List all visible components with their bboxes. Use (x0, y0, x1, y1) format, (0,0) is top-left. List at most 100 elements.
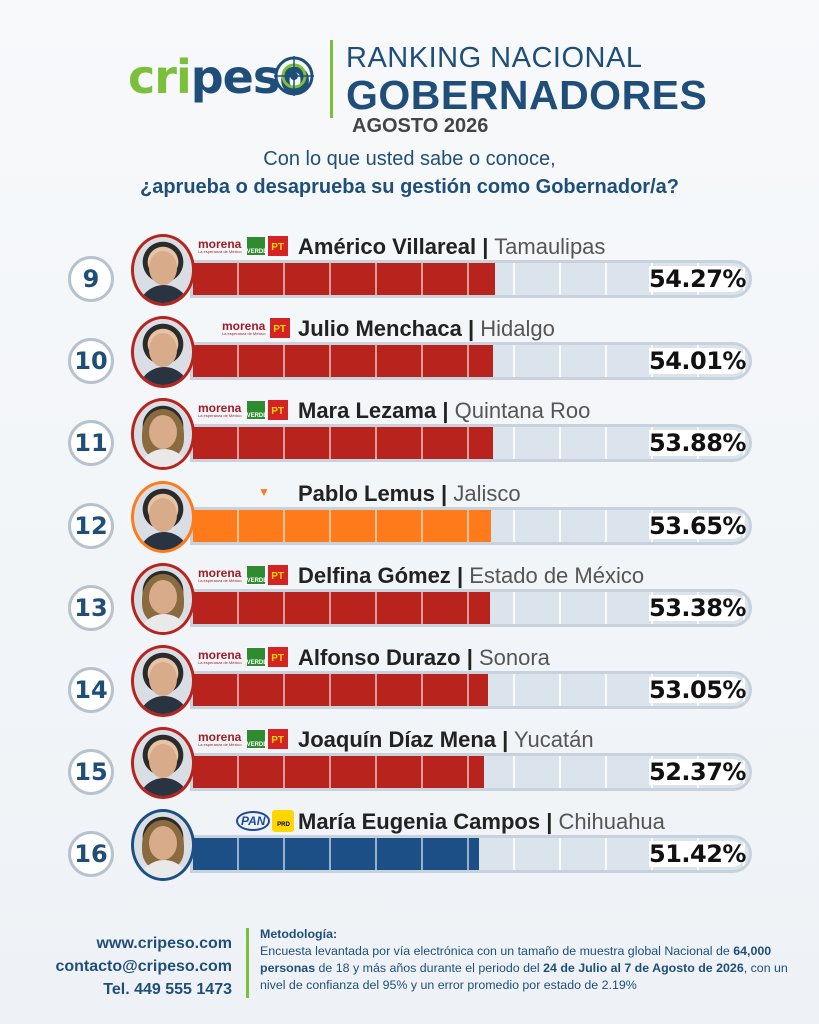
title-line2: GOBERNADORES (346, 72, 708, 118)
approval-bar (193, 838, 479, 871)
party-logos: ▼MOVIMIENTO CIUDADANO (258, 483, 270, 503)
governor-name: Delfina Gómez (298, 562, 451, 588)
pt-logo: PT (267, 400, 288, 421)
period-label: AGOSTO 2026 (352, 115, 489, 137)
ranking-row: 15 morena La esperanza de México VERDE PT Joa… (0, 727, 819, 809)
verde-logo: VERDE (245, 564, 267, 585)
ranking-row: 9 morena La esperanza de México VERDE PT Amér… (0, 234, 819, 316)
phone-text: Tel. 449 555 1473 (103, 981, 232, 998)
state-name: Yucatán (514, 727, 594, 753)
bar-track: 53.65% (190, 506, 752, 545)
governor-name: María Eugenia Campos (298, 809, 541, 835)
pt-logo: PT (267, 647, 288, 667)
verde-logo: VERDE (245, 647, 267, 667)
methodology-text: Encuesta levantada por vía electrónica c… (260, 944, 788, 992)
rank-badge: 16 (68, 831, 114, 878)
title-line1: RANKING NACIONAL (346, 42, 643, 74)
approval-bar (193, 756, 485, 789)
prd-logo: PRD (272, 810, 295, 833)
rank-badge: 12 (68, 502, 114, 549)
approval-value: 54.01% (649, 347, 746, 376)
verde-logo: VERDE (245, 400, 267, 421)
governor-photo (131, 562, 195, 635)
bar-track: 53.88% (190, 424, 752, 463)
verde-logo: VERDE (245, 236, 267, 256)
verde-logo: VERDE (245, 729, 267, 750)
footer-divider (246, 928, 249, 998)
approval-value: 52.37% (649, 758, 746, 787)
pt-logo: PT (269, 318, 290, 339)
ranking-row: 14 morena La esperanza de México VERDE PT Alf… (0, 645, 819, 727)
governor-label: Alfonso Durazo | Sonora (298, 645, 550, 670)
state-name: Hidalgo (480, 316, 555, 342)
party-logos: morena La esperanza de México VERDE PT (198, 647, 288, 667)
governor-photo (131, 316, 195, 389)
bar-track: 51.42% (190, 835, 752, 874)
approval-bar (193, 509, 492, 542)
approval-value: 53.65% (649, 511, 746, 540)
party-logos: PAN PRD (236, 810, 295, 833)
state-name: Sonora (478, 645, 550, 670)
ranking-row: 12 ▼MOVIMIENTO CIUDADANO Pablo Lemus | Jal… (0, 480, 819, 563)
pt-logo: PT (267, 236, 288, 256)
governor-photo (131, 727, 195, 800)
pan-logo: PAN (236, 811, 271, 832)
state-name: Quintana Roo (454, 398, 591, 424)
governor-label: Julio Menchaca | Hidalgo (298, 316, 555, 342)
governor-name: Américo Villareal (298, 234, 477, 259)
email-link[interactable]: contacto@cripeso.com (55, 958, 232, 975)
governor-label: Joaquín Díaz Mena | Yucatán (298, 727, 594, 753)
governor-photo (131, 809, 195, 882)
governor-name: Joaquín Díaz Mena (298, 727, 497, 753)
approval-bar (193, 591, 490, 624)
state-name: Jalisco (453, 480, 521, 506)
approval-value: 53.88% (649, 429, 746, 458)
mc-logo: ▼MOVIMIENTO CIUDADANO (258, 485, 270, 499)
party-logos: morena La esperanza de México VERDE PT (198, 400, 288, 421)
rank-badge: 13 (68, 584, 114, 631)
approval-bar (193, 263, 495, 295)
governor-name: Julio Menchaca (298, 316, 462, 342)
morena-logo: morena La esperanza de México (198, 565, 242, 583)
ranking-row: 10 morena La esperanza de México PT Julio Me… (0, 316, 819, 398)
methodology-title: Metodología: (260, 927, 338, 941)
governor-label: María Eugenia Campos | Chihuahua (298, 809, 665, 835)
bar-track: 53.38% (190, 588, 752, 627)
governor-photo (131, 645, 195, 717)
party-logos: morena La esperanza de México PT (222, 318, 290, 339)
approval-value: 54.27% (649, 265, 746, 293)
morena-logo: morena La esperanza de México (198, 648, 242, 665)
morena-logo: morena La esperanza de México (198, 730, 242, 748)
bar-track: 52.37% (190, 753, 752, 792)
approval-bar (193, 427, 493, 460)
state-name: Estado de México (469, 562, 645, 588)
bar-track: 53.05% (190, 671, 752, 709)
header-divider (330, 40, 333, 118)
governor-label: Mara Lezama | Quintana Roo (298, 398, 591, 424)
party-logos: morena La esperanza de México VERDE PT (198, 236, 288, 256)
rank-badge: 14 (68, 667, 114, 713)
rank-badge: 11 (68, 420, 114, 467)
state-name: Chihuahua (558, 809, 665, 835)
approval-bar (193, 345, 494, 378)
approval-bar (193, 674, 488, 706)
governor-name: Pablo Lemus (298, 480, 435, 506)
rank-badge: 9 (68, 256, 114, 302)
bar-track: 54.27% (190, 260, 752, 298)
governor-photo (131, 480, 195, 553)
governor-label: Américo Villareal | Tamaulipas (298, 234, 606, 259)
governor-photo (131, 398, 195, 471)
ranking-row: 16 PAN PRD María Eugenia Campos | Chihuahua… (0, 809, 819, 891)
rank-badge: 10 (68, 338, 114, 385)
target-icon (274, 56, 314, 96)
methodology: Metodología: Encuesta levantada por vía … (260, 926, 790, 994)
governor-name: Mara Lezama (298, 398, 437, 424)
morena-logo: morena La esperanza de México (222, 319, 266, 337)
approval-value: 53.38% (649, 593, 746, 622)
governor-label: Pablo Lemus | Jalisco (298, 480, 521, 506)
morena-logo: morena La esperanza de México (198, 237, 242, 254)
ranking-row: 11 morena La esperanza de México VERDE PT Mar… (0, 398, 819, 480)
approval-value: 53.05% (649, 676, 746, 704)
website-link[interactable]: www.cripeso.com (96, 935, 232, 952)
question-line1: Con lo que usted sabe o conoce, (263, 148, 556, 170)
